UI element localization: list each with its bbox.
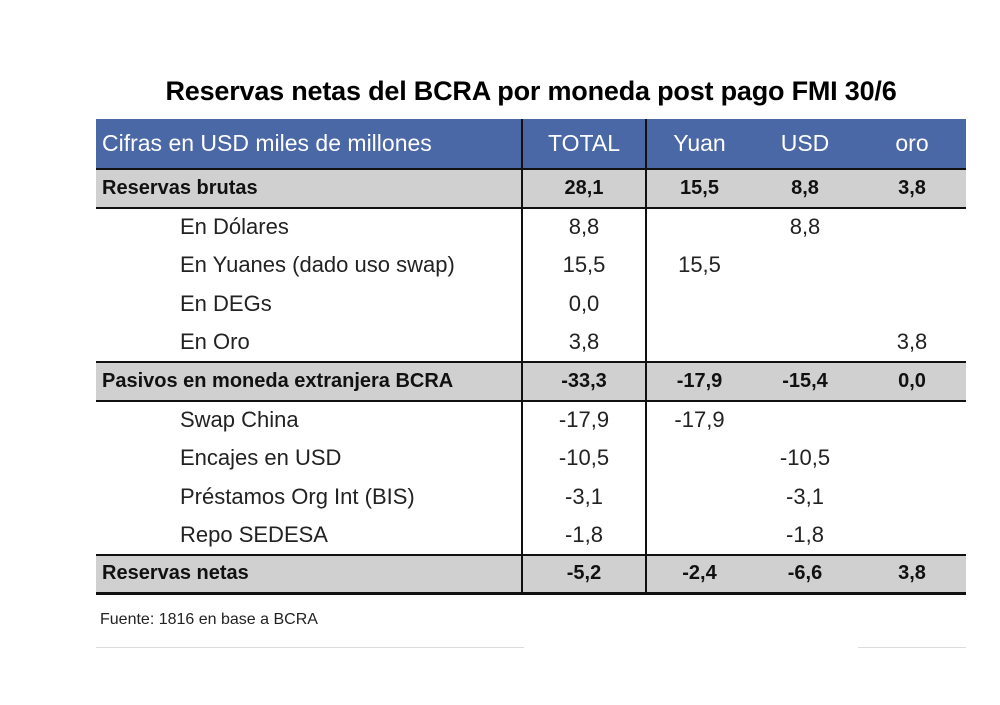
row-label: En Yuanes (dado uso swap) [96, 246, 523, 285]
cell-usd: -6,6 [752, 553, 858, 596]
cell-oro: 0,0 [858, 360, 966, 402]
row-encajes: Encajes en USD -10,5 -10,5 [96, 439, 966, 478]
header-usd: USD [780, 130, 830, 156]
cell-oro: 3,8 [896, 329, 928, 355]
cell-total: -33,3 [522, 360, 647, 402]
row-label: En Oro [96, 323, 523, 362]
row-label: Swap China [96, 400, 523, 440]
cell-usd [752, 323, 858, 362]
header-yuan: Yuan [673, 130, 726, 156]
cell-total: 8,8 [522, 207, 647, 247]
cell-total: -3,1 [522, 477, 647, 517]
cell-yuan [646, 208, 752, 247]
cell-usd: 8,8 [752, 168, 858, 209]
header-label: Cifras en USD miles de millones [96, 119, 523, 169]
row-reservas-netas: Reservas netas -5,2 -2,4 -6,6 3,8 [96, 553, 966, 596]
cell-oro [858, 478, 966, 517]
cell-usd [752, 285, 858, 324]
cell-yuan: -2,4 [646, 553, 752, 596]
row-pasivos: Pasivos en moneda extranjera BCRA -33,3 … [96, 360, 966, 402]
row-en-dolares: En Dólares 8,8 8,8 [96, 207, 966, 247]
cell-usd [752, 246, 858, 285]
cell-oro [858, 285, 966, 324]
row-label: En Dólares [96, 207, 523, 247]
cell-usd: -15,4 [752, 360, 858, 402]
row-label: Préstamos Org Int (BIS) [96, 477, 523, 517]
row-en-yuanes: En Yuanes (dado uso swap) 15,5 15,5 [96, 246, 966, 285]
cell-yuan: 15,5 [646, 168, 752, 209]
cell-yuan: 15,5 [678, 252, 721, 278]
row-label: Pasivos en moneda extranjera BCRA [96, 360, 523, 402]
row-repo-sedesa: Repo SEDESA -1,8 -1,8 [96, 516, 966, 555]
cell-oro: 3,8 [858, 553, 966, 596]
cell-total: -5,2 [522, 553, 647, 596]
cell-usd: -1,8 [786, 522, 824, 548]
cell-total: -10,5 [522, 439, 647, 478]
cell-usd: 8,8 [789, 214, 821, 240]
cell-yuan [646, 478, 752, 517]
cell-yuan [646, 439, 752, 478]
cell-yuan [646, 323, 752, 362]
cell-oro: 3,8 [858, 168, 966, 209]
row-swap-china: Swap China -17,9 -17,9 [96, 400, 966, 440]
cell-total: 15,5 [522, 246, 647, 285]
header-total: TOTAL [522, 119, 647, 169]
row-label: En DEGs [96, 284, 523, 324]
cell-oro [858, 246, 966, 285]
cell-usd [752, 401, 858, 440]
row-en-degs: En DEGs 0,0 [96, 284, 966, 324]
table-header-row: Cifras en USD miles de millones TOTAL Yu… [96, 119, 966, 169]
table-title: Reservas netas del BCRA por moneda post … [165, 76, 897, 106]
cell-oro [858, 439, 966, 478]
row-en-oro: En Oro 3,8 3,8 [96, 323, 966, 362]
cell-usd: -10,5 [779, 445, 831, 471]
footer-divider [96, 647, 524, 648]
source-note: Fuente: 1816 en base a BCRA [100, 611, 318, 628]
row-reservas-brutas: Reservas brutas 28,1 15,5 8,8 3,8 [96, 168, 966, 209]
header-oro: oro [895, 130, 929, 156]
cell-total: -1,8 [522, 516, 647, 555]
row-label: Encajes en USD [96, 439, 523, 478]
row-label: Reservas brutas [96, 168, 523, 209]
cell-yuan: -17,9 [674, 407, 725, 433]
cell-total: 3,8 [522, 323, 647, 362]
cell-oro [858, 516, 966, 555]
cell-usd: -3,1 [786, 484, 824, 510]
cell-oro [858, 208, 966, 247]
cell-yuan [646, 516, 752, 555]
row-label: Reservas netas [96, 553, 523, 596]
reserves-table: Cifras en USD miles de millones TOTAL Yu… [96, 119, 966, 596]
cell-yuan [646, 285, 752, 324]
row-prestamos: Préstamos Org Int (BIS) -3,1 -3,1 [96, 477, 966, 517]
cell-total: 0,0 [522, 284, 647, 324]
cell-total: -17,9 [522, 400, 647, 440]
cell-oro [858, 401, 966, 440]
cell-total: 28,1 [522, 168, 647, 209]
row-label: Repo SEDESA [96, 516, 523, 555]
cell-yuan: -17,9 [646, 360, 752, 402]
footer-divider [858, 647, 966, 648]
